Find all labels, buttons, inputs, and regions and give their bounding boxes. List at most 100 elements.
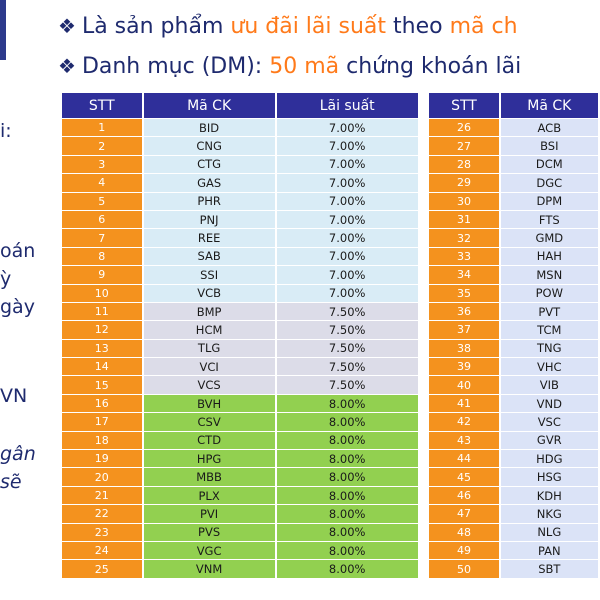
code-cell: CSV xyxy=(143,413,275,431)
code-cell: CNG xyxy=(143,137,275,155)
rate-cell: 7.50% xyxy=(276,358,418,376)
code-cell: VCI xyxy=(143,358,275,376)
code-cell: GAS xyxy=(143,174,275,192)
gap-cell xyxy=(420,211,428,228)
table-row: 11 BMP 7.50% 36 PVT xyxy=(62,302,598,321)
left-fragment: gân xyxy=(0,443,36,465)
stt-cell: 10 xyxy=(62,284,142,302)
gap-cell xyxy=(420,193,428,210)
table-row: 20 MBB 8.00% 45 HSG xyxy=(62,468,598,486)
headline-2-highlight: 50 mã xyxy=(269,54,340,79)
stt-cell-2: 33 xyxy=(429,247,499,266)
code-cell: BVH xyxy=(143,394,275,413)
stt-cell-2: 31 xyxy=(429,210,499,229)
table-body: 1 BID 7.00% 26 ACB 2 CNG 7.00% 27 BSI 3 CTG 7.00% 28 D… xyxy=(62,119,598,578)
left-fragment: VN xyxy=(0,385,28,407)
rate-cell: 8.00% xyxy=(276,394,418,413)
rate-cell: 7.50% xyxy=(276,321,418,339)
header-gap xyxy=(420,93,428,118)
rate-cell: 7.50% xyxy=(276,339,418,358)
code-cell-2: PVT xyxy=(500,302,598,321)
code-cell: PVI xyxy=(143,505,275,523)
stt-cell-2: 30 xyxy=(429,192,499,210)
rate-cell: 8.00% xyxy=(276,431,418,450)
gap-cell xyxy=(420,119,428,136)
code-cell: CTD xyxy=(143,431,275,450)
stt-cell-2: 32 xyxy=(429,229,499,247)
stt-cell-2: 36 xyxy=(429,302,499,321)
stt-cell: 21 xyxy=(62,486,142,505)
gap-cell xyxy=(420,376,428,393)
table-row: 3 CTG 7.00% 28 DCM xyxy=(62,155,598,174)
stt-cell-2: 29 xyxy=(429,174,499,192)
gap-cell xyxy=(420,156,428,173)
table-row: 7 REE 7.00% 32 GMD xyxy=(62,229,598,247)
code-cell-2: NKG xyxy=(500,505,598,523)
stt-cell: 25 xyxy=(62,560,142,578)
left-accent-bar xyxy=(0,0,6,60)
code-cell-2: VIB xyxy=(500,376,598,394)
rate-cell: 8.00% xyxy=(276,413,418,431)
gap-cell xyxy=(420,137,428,154)
table-row: 4 GAS 7.00% 29 DGC xyxy=(62,174,598,192)
gap-cell xyxy=(420,229,428,246)
code-cell-2: DCM xyxy=(500,155,598,174)
code-cell-2: ACB xyxy=(500,119,598,137)
gap-cell xyxy=(420,248,428,265)
code-cell-2: HSG xyxy=(500,468,598,486)
rate-cell: 7.00% xyxy=(276,247,418,266)
rate-cell: 7.00% xyxy=(276,284,418,302)
code-cell-2: SBT xyxy=(500,560,598,578)
stt-cell-2: 49 xyxy=(429,541,499,560)
gap-cell xyxy=(420,524,428,541)
headline-2: ❖ Danh mục (DM): 50 mã chứng khoán lãi xyxy=(58,54,521,79)
headline-1: ❖ Là sản phẩm ưu đãi lãi suất theo mã ch xyxy=(58,14,518,39)
rate-cell: 7.00% xyxy=(276,229,418,247)
header-stt-2: STT xyxy=(429,93,499,118)
stt-cell: 17 xyxy=(62,413,142,431)
rate-cell: 8.00% xyxy=(276,560,418,578)
stt-cell: 23 xyxy=(62,523,142,541)
code-cell-2: TNG xyxy=(500,339,598,358)
table-row: 21 PLX 8.00% 46 KDH xyxy=(62,486,598,505)
stt-cell: 16 xyxy=(62,394,142,413)
stt-cell-2: 41 xyxy=(429,394,499,413)
stt-cell: 24 xyxy=(62,541,142,560)
table-row: 13 TLG 7.50% 38 TNG xyxy=(62,339,598,358)
gap-cell xyxy=(420,560,428,577)
code-cell-2: KDH xyxy=(500,486,598,505)
left-fragment: sẽ xyxy=(0,471,22,493)
rate-cell: 8.00% xyxy=(276,523,418,541)
code-cell-2: HDG xyxy=(500,450,598,468)
gap-cell xyxy=(420,303,428,320)
left-fragment: i: xyxy=(0,120,12,142)
code-cell: PNJ xyxy=(143,210,275,229)
stt-cell-2: 45 xyxy=(429,468,499,486)
stt-cell: 19 xyxy=(62,450,142,468)
rate-cell: 8.00% xyxy=(276,468,418,486)
stt-cell-2: 47 xyxy=(429,505,499,523)
rate-cell: 8.00% xyxy=(276,541,418,560)
headline-2-text-suffix: chứng khoán lãi xyxy=(339,54,522,79)
stt-cell: 8 xyxy=(62,247,142,266)
gap-cell xyxy=(420,174,428,191)
rate-cell: 7.50% xyxy=(276,302,418,321)
gap-cell xyxy=(420,358,428,375)
stt-cell: 1 xyxy=(62,119,142,137)
gap-cell xyxy=(420,505,428,522)
gap-cell xyxy=(420,487,428,504)
stt-cell: 3 xyxy=(62,155,142,174)
code-cell: TLG xyxy=(143,339,275,358)
code-cell-2: GMD xyxy=(500,229,598,247)
stt-cell: 7 xyxy=(62,229,142,247)
code-cell: VNM xyxy=(143,560,275,578)
table-row: 15 VCS 7.50% 40 VIB xyxy=(62,376,598,394)
code-cell-2: TCM xyxy=(500,321,598,339)
stt-cell-2: 26 xyxy=(429,119,499,137)
code-cell: HCM xyxy=(143,321,275,339)
stt-cell-2: 44 xyxy=(429,450,499,468)
code-cell: HPG xyxy=(143,450,275,468)
rate-cell: 8.00% xyxy=(276,450,418,468)
code-cell: BID xyxy=(143,119,275,137)
stt-cell-2: 28 xyxy=(429,155,499,174)
